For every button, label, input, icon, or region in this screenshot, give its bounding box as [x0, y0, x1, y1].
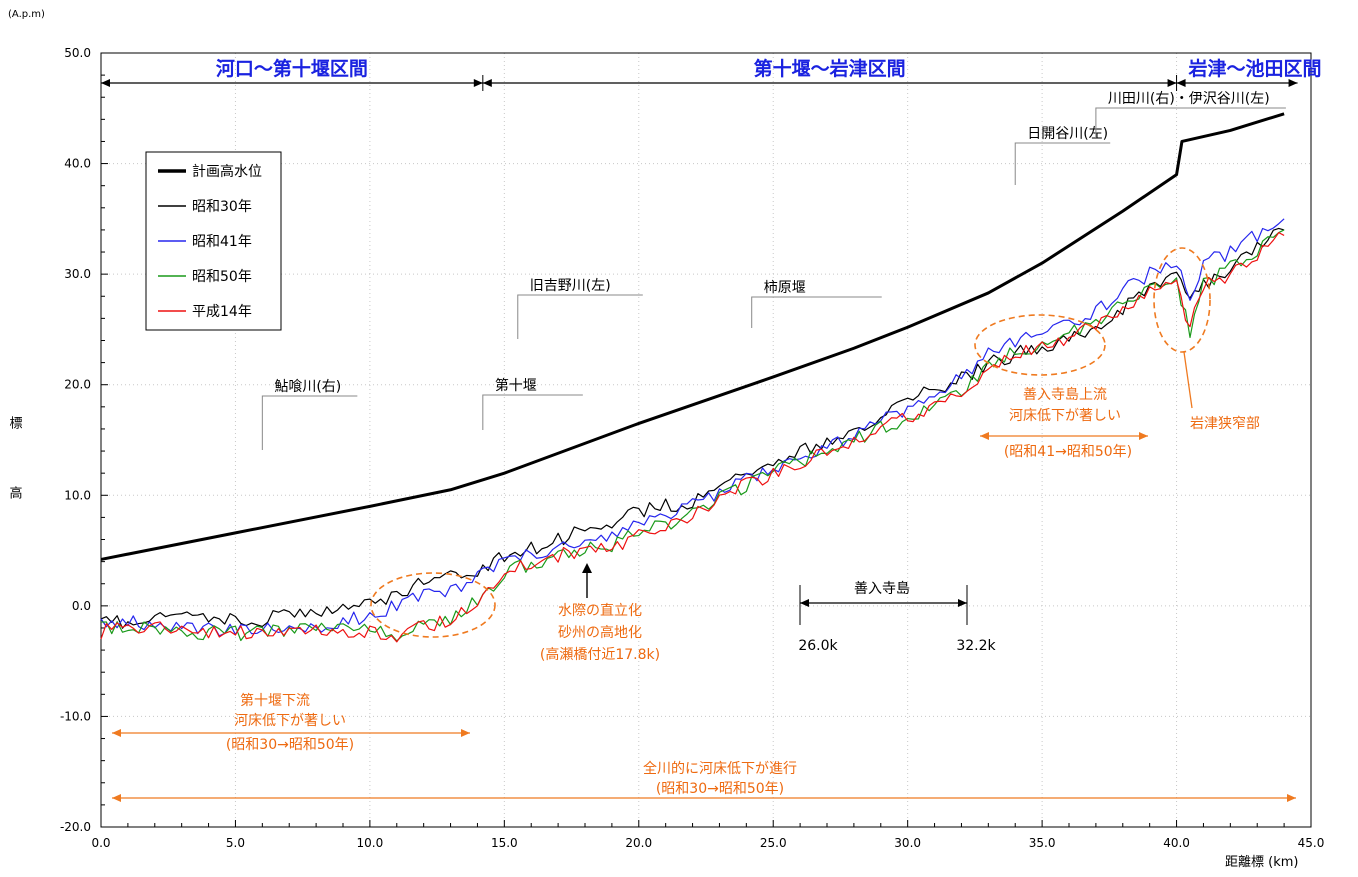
below-weir-arrow-head-left: [112, 729, 121, 737]
zennyuji-upstream-line-1: 善入寺島上流: [1023, 387, 1107, 403]
section-title: 岩津～池田区間: [1187, 57, 1321, 80]
x-tick-label: 30.0: [894, 836, 921, 850]
highlight-ellipse: [1153, 247, 1211, 353]
waterside-line-2: 砂州の高地化: [558, 624, 642, 641]
tributary-label: 川田川(右)・伊沢谷川(左): [1108, 91, 1270, 107]
section-arrow-head-left: [101, 79, 110, 87]
zennyuji-arrow-head-left: [800, 599, 809, 607]
x-tick-label: 0.0: [91, 836, 110, 850]
waterside-line-3: (高瀬橋付近17.8k): [540, 646, 660, 663]
y-tick-label: 30.0: [64, 267, 91, 281]
axis-ticks: 0.0 5.0 10.0 15.0 20.0 25.0 30.0 35.0 40.0 45.0 50…: [60, 46, 1324, 850]
grid: [101, 53, 1311, 827]
section-arrow-head-left: [482, 79, 492, 87]
tributary-bracket: [517, 294, 643, 339]
iwazu-narrow-label: 岩津狭窄部: [1190, 415, 1260, 432]
section-title: 河口～第十堰区間: [216, 57, 368, 80]
whole-river-line-1: 全川的に河床低下が進行: [643, 760, 797, 777]
x-axis-label: 距離標 (km): [1225, 855, 1298, 870]
tributary-label: 第十堰: [495, 377, 537, 394]
tributary-markers: 鮎喰川(右) 第十堰 旧吉野川(左) 柿原堰 日開谷川(左) 川田川(右)・伊沢谷川(左): [261, 91, 1286, 450]
section-arrow-head-left: [1176, 79, 1186, 87]
whole-river-arrow-head-left: [112, 794, 121, 802]
series-line: [100, 218, 1285, 637]
tributary-bracket: [482, 394, 583, 430]
tributary-bracket: [261, 395, 358, 450]
x-tick-label: 45.0: [1298, 836, 1325, 850]
below-weir-line-2: 河床低下が著しい: [234, 713, 346, 729]
waterside-line-1: 水際の直立化: [558, 602, 642, 619]
pointer-arrow-head: [582, 563, 592, 573]
section-title: 第十堰～岩津区間: [754, 57, 906, 80]
section-arrow-head-right: [1288, 79, 1298, 87]
x-tick-label: 40.0: [1163, 836, 1190, 850]
section-arrow-head-right: [1167, 79, 1177, 87]
tributary-bracket: [1095, 107, 1286, 138]
zennyuji-to-label: 32.2k: [956, 638, 996, 654]
legend-label: 平成14年: [192, 304, 252, 320]
below-weir-line-1: 第十堰下流: [240, 692, 310, 709]
y-tick-label: 0.0: [72, 599, 91, 613]
y-tick-label: -20.0: [60, 820, 91, 834]
x-tick-label: 35.0: [1029, 836, 1056, 850]
legend-label: 昭和30年: [192, 199, 252, 215]
y-tick-label: 10.0: [64, 488, 91, 502]
legend-label: 昭和50年: [192, 269, 252, 285]
zennyuji-upstream-line-2: 河床低下が著しい: [1009, 408, 1121, 424]
below-weir-arrow-head-right: [461, 729, 470, 737]
highlight-ellipse: [370, 572, 496, 638]
x-tick-label: 10.0: [357, 836, 384, 850]
x-tick-label: 15.0: [491, 836, 518, 850]
y-unit-label: (A.p.m): [8, 9, 45, 20]
y-tick-label: 50.0: [64, 46, 91, 60]
y-axis-label: 標 高: [7, 416, 23, 521]
callout-line: [1183, 351, 1193, 409]
tributary-label: 日開谷川(左): [1027, 126, 1108, 142]
y-tick-label: -10.0: [60, 709, 91, 723]
series-line: [100, 229, 1285, 642]
zennyuji-upstream-arrow-head-left: [980, 432, 989, 440]
series-lines: [100, 112, 1285, 643]
plot-border: [100, 52, 1312, 828]
tributary-label: 旧吉野川(左): [530, 278, 611, 294]
x-tick-label: 20.0: [625, 836, 652, 850]
annotations: 水際の直立化 砂州の高地化 (高瀬橋付近17.8k) 善入寺島 26.0k 32…: [112, 247, 1296, 802]
zennyuji-upstream-arrow-head-right: [1139, 432, 1148, 440]
legend-label: 計画高水位: [192, 163, 262, 180]
legend-label: 昭和41年: [192, 234, 252, 250]
series-line: [100, 227, 1285, 629]
section-arrow-head-right: [473, 79, 483, 87]
plot-frame: [100, 52, 1312, 828]
tributary-bracket: [1014, 142, 1111, 185]
tributary-bracket: [751, 296, 882, 328]
zennyuji-from-label: 26.0k: [798, 638, 838, 654]
x-tick-label: 5.0: [226, 836, 245, 850]
zennyuji-arrow-head-right: [958, 599, 967, 607]
whole-river-arrow-head-right: [1287, 794, 1296, 802]
tributary-label: 鮎喰川(右): [274, 379, 341, 395]
x-tick-label: 25.0: [760, 836, 787, 850]
series-line: [100, 112, 1285, 561]
zennyuji-upstream-line-3: (昭和41→昭和50年): [1004, 444, 1132, 460]
whole-river-line-2: (昭和30→昭和50年): [656, 781, 784, 797]
y-tick-label: 40.0: [64, 157, 91, 171]
tributary-label: 柿原堰: [764, 279, 806, 296]
below-weir-line-3: (昭和30→昭和50年): [226, 737, 354, 753]
section-arrows: 河口～第十堰区間 第十堰～岩津区間 岩津～池田区間: [100, 57, 1322, 91]
zennyuji-island-label: 善入寺島: [854, 581, 910, 597]
y-tick-label: 20.0: [64, 378, 91, 392]
highlight-ellipse: [974, 314, 1106, 376]
